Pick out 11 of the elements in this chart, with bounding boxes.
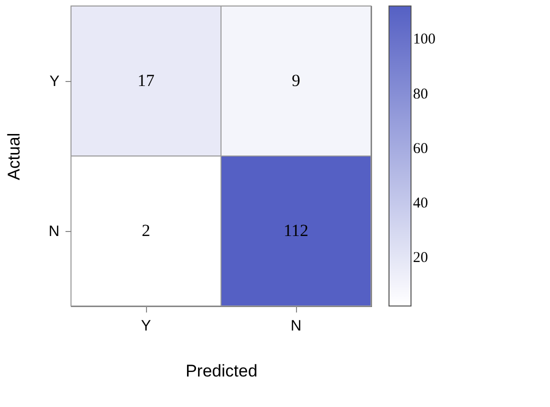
color-bar-label: 60 xyxy=(413,140,428,157)
color-bar-label: 100 xyxy=(413,32,436,48)
data-label: 17 xyxy=(138,71,155,90)
data-label: 2 xyxy=(142,221,150,240)
x-axis-title: Predicted xyxy=(186,362,258,380)
color-bar-label: 20 xyxy=(413,250,428,266)
data-label: 9 xyxy=(292,71,300,90)
color-bar-label: 40 xyxy=(413,195,428,212)
y-axis-title: Actual xyxy=(4,132,24,180)
color-bar-label: 80 xyxy=(413,86,428,102)
data-label: 112 xyxy=(284,221,308,240)
